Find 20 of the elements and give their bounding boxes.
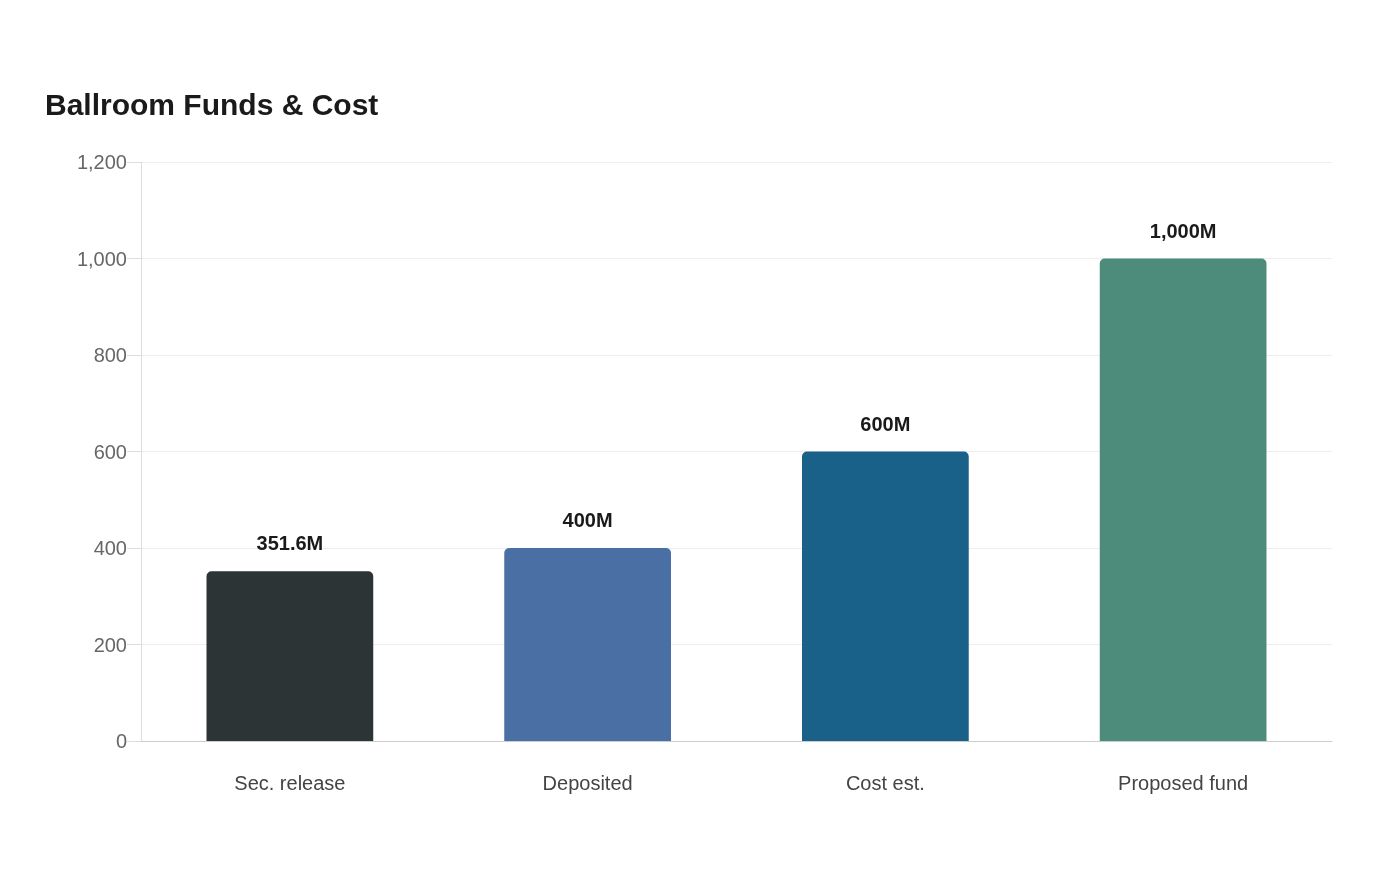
- y-tick-label: 1,000: [76, 247, 127, 270]
- x-tick-label: Deposited: [542, 772, 633, 794]
- bar: [504, 548, 671, 741]
- y-tick-label: 1,200: [76, 151, 127, 173]
- x-tick-label: Cost est.: [845, 772, 925, 794]
- y-tick-label: 0: [115, 730, 127, 752]
- bar: [206, 571, 374, 741]
- x-tick-label: Proposed fund: [1118, 772, 1249, 794]
- y-tick-label: 400: [93, 537, 127, 559]
- bar: [1099, 258, 1267, 741]
- y-tick-label: 600: [93, 440, 127, 463]
- x-tick-label: Sec. release: [234, 772, 346, 794]
- data-label: 1,000M: [1149, 219, 1217, 242]
- bar: [802, 451, 969, 741]
- data-label: 400M: [562, 509, 613, 531]
- y-tick-label: 800: [93, 344, 127, 366]
- chart-title: Ballroom Funds & Cost: [45, 87, 379, 121]
- y-tick-label: 200: [93, 633, 127, 656]
- data-label: 600M: [860, 412, 911, 435]
- data-label: 351.6M: [256, 532, 324, 555]
